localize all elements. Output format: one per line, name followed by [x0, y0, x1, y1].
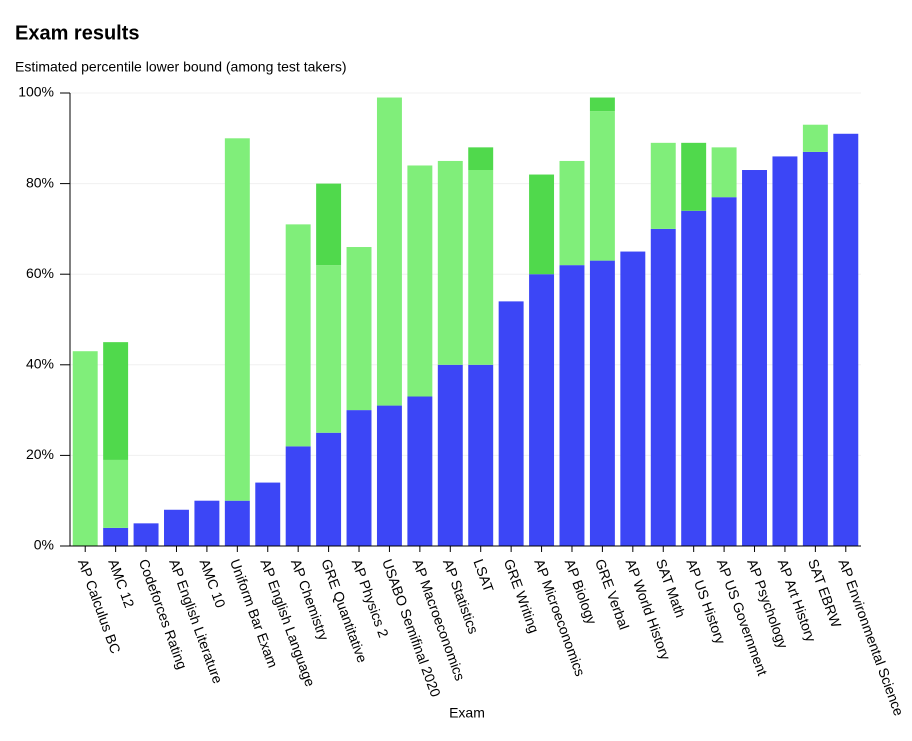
- bar-segment: [559, 265, 585, 546]
- bar-segment: [255, 482, 281, 546]
- bar-segment: [772, 156, 798, 547]
- bar-segment: [437, 364, 463, 546]
- bar-segment: [285, 446, 311, 546]
- bar-segment: [650, 142, 676, 229]
- x-tick-label: LSAT: [470, 557, 497, 595]
- bar-segment: [468, 147, 494, 171]
- bar-segment: [589, 260, 615, 546]
- bar-segment: [681, 142, 707, 211]
- y-tick-label: 80%: [26, 174, 54, 190]
- bar-segment: [620, 251, 646, 547]
- bar-segment: [407, 165, 433, 397]
- bar-segment: [316, 183, 342, 266]
- bar-segment: [407, 396, 433, 546]
- bar-segment: [650, 228, 676, 546]
- bar-segment: [316, 265, 342, 433]
- chart-title: Exam results: [15, 22, 140, 44]
- x-tick-label: SAT Math: [653, 557, 689, 620]
- bar-segment: [589, 97, 615, 112]
- bar-segment: [224, 138, 250, 501]
- bar-segment: [103, 527, 129, 546]
- bar-segment: [559, 160, 585, 266]
- y-tick-label: 60%: [26, 265, 54, 281]
- bar-segment: [316, 432, 342, 546]
- chart-subtitle: Estimated percentile lower bound (among …: [15, 59, 347, 75]
- bar-segment: [103, 459, 129, 528]
- bar-segment: [103, 342, 129, 460]
- bar-segment: [681, 210, 707, 546]
- bar-segment: [498, 301, 524, 546]
- bar-segment: [711, 197, 737, 546]
- x-tick-label: AMC 12: [105, 557, 137, 610]
- bar-segment: [194, 500, 220, 546]
- bar-segment: [802, 124, 828, 152]
- bar-segment: [346, 410, 372, 546]
- bar-segment: [72, 351, 98, 546]
- bar-segment: [711, 147, 737, 198]
- bar-segment: [529, 274, 555, 546]
- y-tick-label: 20%: [26, 446, 54, 462]
- bar-segment: [285, 224, 311, 447]
- bar-segment: [468, 364, 494, 546]
- bar-segment: [802, 151, 828, 546]
- x-axis-title: Exam: [449, 705, 485, 721]
- x-tick-label: AP Environmental Science: [835, 557, 907, 718]
- bar-segment: [468, 170, 494, 365]
- bar-segment: [133, 523, 159, 546]
- bar-segment: [833, 133, 859, 546]
- y-tick-label: 40%: [26, 356, 54, 372]
- bar-segment: [164, 509, 189, 546]
- bar-segment: [376, 405, 402, 546]
- bar-segment: [346, 247, 372, 411]
- bar-segment: [589, 111, 615, 261]
- bar-segment: [437, 160, 463, 365]
- y-tick-label: 0%: [34, 537, 54, 553]
- bar-segment: [529, 174, 555, 275]
- x-tick-label: AMC 10: [197, 557, 229, 610]
- bar-segment: [742, 170, 767, 546]
- y-tick-label: 100%: [18, 84, 54, 100]
- bar-segment: [376, 97, 402, 406]
- bar-segment: [224, 500, 250, 546]
